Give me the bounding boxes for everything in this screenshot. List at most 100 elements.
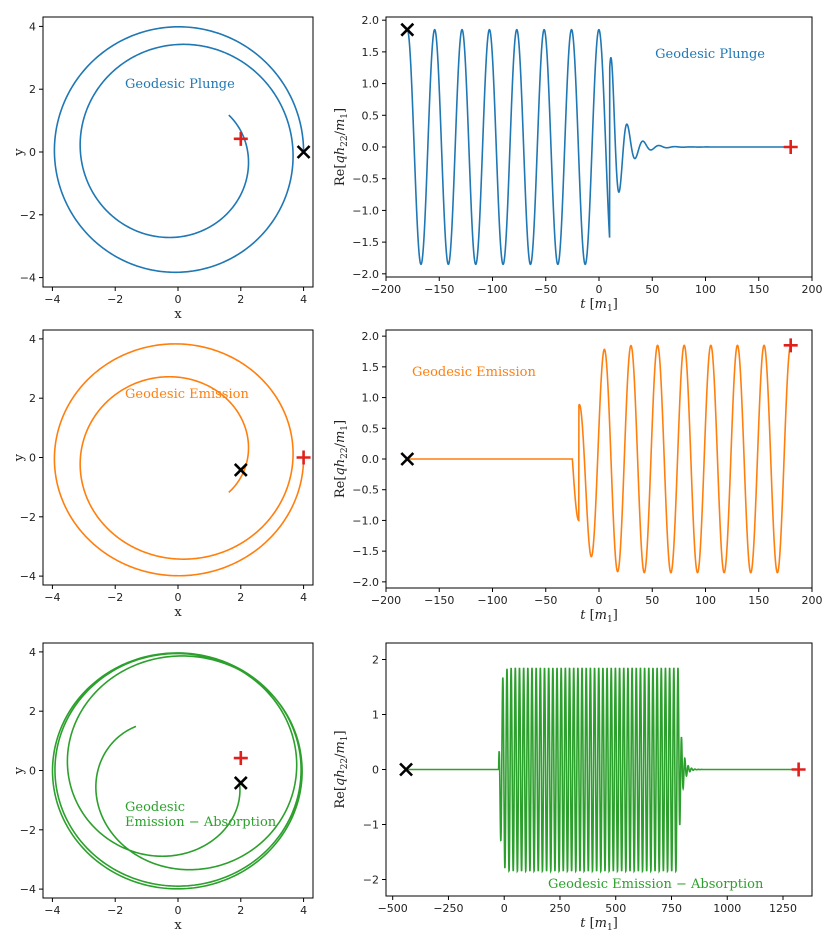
y-tick-label-wave-emission: 1.0 (362, 392, 380, 405)
x-tick-label-orbit-emission: −4 (44, 591, 60, 604)
y-axis-label-orbit-plunge: y (12, 148, 27, 157)
y-axis-label-wave-plunge: Re[qh22/m1] (333, 108, 350, 186)
x-tick-label-orbit-plunge: −4 (44, 293, 60, 306)
end-marker-wave-emission (783, 338, 798, 353)
y-tick-label-orbit-absorption: −2 (20, 824, 36, 837)
x-tick-label-wave-emission: −50 (534, 594, 557, 607)
y-tick-label-orbit-emission: 2 (29, 392, 36, 405)
y-tick-label-wave-emission: −2.0 (352, 576, 379, 589)
x-tick-label-wave-emission: 150 (748, 594, 769, 607)
x-axis-label-orbit-absorption: x (174, 918, 182, 933)
y-tick-label-orbit-absorption: −4 (20, 883, 36, 896)
end-marker-wave-absorption (791, 762, 806, 777)
y-tick-label-wave-plunge: −1.0 (352, 204, 379, 217)
x-tick-label-orbit-plunge: 2 (237, 293, 244, 306)
y-tick-label-wave-absorption: −2 (363, 874, 379, 887)
start-marker-wave-plunge (400, 22, 415, 37)
x-tick-label-wave-plunge: −150 (424, 283, 454, 296)
y-tick-label-orbit-absorption: 0 (29, 765, 36, 778)
start-marker-orbit-absorption (233, 776, 248, 790)
y-tick-label-wave-plunge: 0.5 (362, 109, 380, 122)
x-tick-label-orbit-emission: 4 (300, 591, 307, 604)
x-axis-label-wave-emission: t [m1] (580, 608, 618, 625)
x-tick-label-wave-plunge: −50 (534, 283, 557, 296)
y-tick-label-wave-plunge: 2.0 (362, 14, 380, 27)
axes-frame-orbit-plunge (42, 16, 314, 288)
annotation-orbit-absorption: Emission − Absorption (125, 815, 277, 830)
y-tick-label-orbit-emission: −4 (20, 570, 36, 583)
x-tick-label-wave-emission: 0 (596, 594, 603, 607)
start-marker-wave-emission (400, 452, 415, 466)
start-marker-orbit-plunge (296, 145, 311, 159)
y-tick-label-wave-emission: 2.0 (362, 330, 380, 343)
x-tick-label-orbit-absorption: 0 (175, 904, 182, 917)
y-tick-label-wave-plunge: 1.0 (362, 78, 380, 91)
end-marker-orbit-plunge (233, 131, 248, 146)
panel-wave-emission: −200 −150 −100 −50 0 50 100 150 200 −2.0 −1.5 −1.0 −… (333, 329, 823, 625)
x-tick-label-orbit-plunge: −2 (107, 293, 123, 306)
x-tick-label-wave-plunge: −200 (371, 283, 401, 296)
panel-orbit-plunge: −4 −2 0 2 4 −4 −2 0 2 4 x y Geodesic Plunge (12, 16, 314, 322)
y-axis-label-orbit-absorption: y (12, 766, 27, 775)
x-tick-label-wave-absorption: 250 (549, 902, 570, 915)
x-tick-label-orbit-absorption: 4 (300, 904, 307, 917)
end-marker-wave-plunge (783, 140, 798, 154)
x-tick-label-wave-absorption: 500 (605, 902, 626, 915)
x-tick-label-orbit-emission: 0 (175, 591, 182, 604)
x-tick-label-wave-absorption: −250 (433, 902, 463, 915)
y-tick-label-orbit-plunge: 2 (29, 83, 36, 96)
start-marker-orbit-emission (233, 463, 248, 477)
y-tick-label-orbit-emission: 4 (29, 333, 36, 346)
x-tick-label-wave-emission: −100 (477, 594, 507, 607)
x-tick-label-wave-plunge: 0 (596, 283, 603, 296)
y-tick-label-orbit-plunge: −2 (20, 209, 36, 222)
x-tick-label-wave-absorption: 0 (501, 902, 508, 915)
y-tick-label-wave-emission: −1.0 (352, 514, 379, 527)
panel-wave-absorption: −500 −250 0 250 500 750 1000 1250 −2 −1 0 1 2 t [m1] R… (333, 642, 813, 933)
series-line-orbit-emission (53, 343, 305, 577)
x-tick-label-wave-plunge: 200 (802, 283, 823, 296)
y-axis-label-wave-absorption: Re[qh22/m1] (333, 730, 350, 808)
y-tick-label-wave-plunge: 1.5 (362, 46, 380, 59)
axes-frame-orbit-absorption (42, 642, 314, 899)
axes-frame-orbit-emission (42, 329, 314, 586)
x-tick-label-wave-emission: 50 (645, 594, 659, 607)
x-axis-label-orbit-plunge: x (174, 307, 182, 322)
series-line-wave-plunge (406, 28, 791, 266)
y-tick-label-wave-absorption: 0 (372, 764, 379, 777)
annotation-wave-absorption: Geodesic Emission − Absorption (548, 877, 764, 892)
x-axis-label-wave-plunge: t [m1] (580, 297, 618, 314)
start-marker-wave-absorption (399, 762, 413, 777)
x-tick-label-wave-absorption: 750 (661, 902, 682, 915)
x-tick-label-wave-emission: 200 (802, 594, 823, 607)
x-tick-label-orbit-absorption: −2 (107, 904, 123, 917)
y-tick-label-orbit-absorption: 2 (29, 705, 36, 718)
annotation-orbit-absorption: Geodesic (125, 800, 185, 815)
y-tick-label-wave-emission: −1.5 (352, 545, 379, 558)
annotation-wave-plunge: Geodesic Plunge (655, 47, 765, 62)
y-axis-label-wave-emission: Re[qh22/m1] (333, 420, 350, 498)
x-tick-label-orbit-plunge: 4 (300, 293, 307, 306)
end-marker-orbit-absorption (233, 751, 248, 766)
y-tick-label-wave-plunge: −2.0 (352, 268, 379, 281)
y-tick-label-wave-emission: 1.5 (362, 361, 380, 374)
end-marker-orbit-emission (296, 450, 311, 465)
x-tick-label-orbit-absorption: −4 (44, 904, 60, 917)
x-tick-label-wave-absorption: 1000 (713, 902, 741, 915)
x-tick-label-wave-plunge: −100 (477, 283, 507, 296)
y-tick-label-wave-plunge: −1.5 (352, 236, 379, 249)
y-tick-label-wave-absorption: −1 (363, 819, 379, 832)
x-tick-label-orbit-plunge: 0 (175, 293, 182, 306)
y-tick-label-wave-emission: 0.5 (362, 422, 380, 435)
x-tick-label-wave-absorption: 1250 (769, 902, 797, 915)
annotation-orbit-emission: Geodesic Emission (125, 387, 249, 402)
y-tick-label-wave-emission: −0.5 (352, 484, 379, 497)
annotation-orbit-plunge: Geodesic Plunge (125, 77, 235, 92)
x-tick-label-wave-plunge: 150 (748, 283, 769, 296)
x-tick-label-orbit-emission: 2 (237, 591, 244, 604)
y-tick-label-wave-plunge: −0.5 (352, 173, 379, 186)
x-tick-label-orbit-emission: −2 (107, 591, 123, 604)
y-tick-label-orbit-plunge: 0 (29, 146, 36, 159)
